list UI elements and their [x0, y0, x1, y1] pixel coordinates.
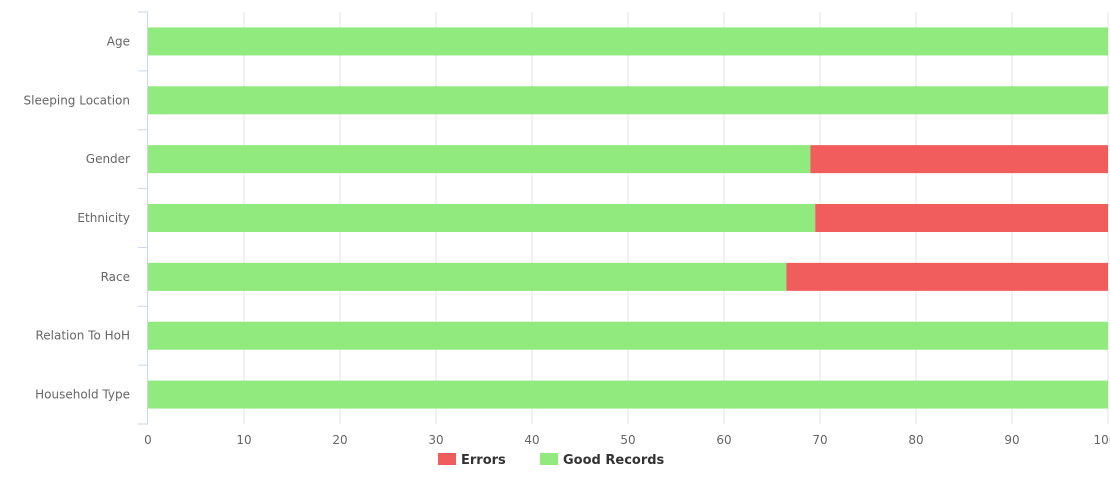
bar-good-records [148, 27, 1108, 56]
x-tick-label: 80 [908, 433, 923, 447]
legend-label: Good Records [563, 453, 665, 468]
x-tick-label: 50 [620, 433, 635, 447]
y-category-label: Sleeping Location [24, 93, 130, 107]
x-tick-label: 100 [1094, 433, 1110, 447]
axes [138, 11, 148, 425]
legend-swatch [438, 453, 456, 465]
x-tick-label: 10 [236, 433, 251, 447]
bar-good-records [148, 204, 816, 232]
y-category-label: Race [101, 270, 130, 284]
legend-swatch [540, 453, 558, 465]
y-category-label: Gender [86, 152, 130, 166]
x-tick-label: 90 [1004, 433, 1019, 447]
x-tick-label: 60 [716, 433, 731, 447]
legend: Errors Good Records [438, 453, 665, 468]
bar-errors [810, 145, 1108, 174]
x-tick-label: 0 [144, 433, 152, 447]
y-category-label: Age [107, 34, 130, 48]
bar-errors [815, 204, 1108, 232]
bars [148, 27, 1108, 409]
bar-good-records [148, 380, 1108, 409]
y-category-label: Ethnicity [77, 211, 130, 225]
x-tick-label: 30 [428, 433, 443, 447]
y-category-label: Household Type [35, 388, 130, 402]
bar-good-records [148, 321, 1108, 350]
bar-good-records [148, 86, 1108, 115]
bar-good-records [148, 262, 787, 291]
x-tick-label: 20 [332, 433, 347, 447]
labels: 0 10 20 30 40 50 60 70 80 90 100 Age Sleeping Locati… [24, 34, 1110, 447]
bar-errors [786, 262, 1108, 291]
x-tick-label: 70 [812, 433, 827, 447]
legend-label: Errors [461, 453, 506, 468]
bar-good-records [148, 145, 811, 174]
y-category-label: Relation To HoH [35, 329, 130, 343]
x-tick-label: 40 [524, 433, 539, 447]
